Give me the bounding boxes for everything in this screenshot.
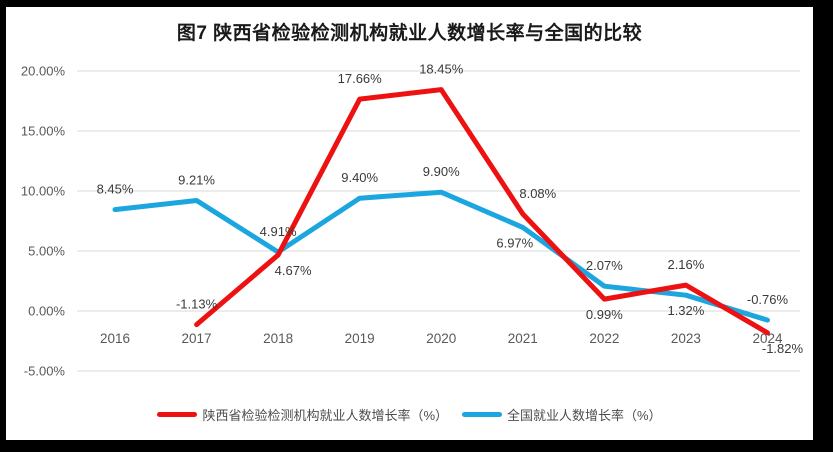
legend-label: 全国就业人数增长率（%） <box>507 408 662 423</box>
chart-legend: 陕西省检验检测机构就业人数增长率（%） 全国就业人数增长率（%） <box>6 405 813 424</box>
data-label: 17.66% <box>338 71 383 86</box>
x-axis-label: 2018 <box>263 331 293 346</box>
data-label: -1.82% <box>762 341 804 356</box>
x-axis-label: 2020 <box>426 331 456 346</box>
series-line-0 <box>194 87 770 336</box>
legend-line-marker <box>157 412 198 417</box>
x-axis-label: 2022 <box>589 331 619 346</box>
data-label: 2.07% <box>586 258 623 273</box>
data-label: 2.16% <box>667 257 704 272</box>
data-label: 9.40% <box>341 170 378 185</box>
y-axis-label: 5.00% <box>28 244 65 259</box>
legend-label: 陕西省检验检测机构就业人数增长率（%） <box>202 408 448 423</box>
x-axis-label: 2016 <box>100 331 130 346</box>
data-label: -1.13% <box>176 297 218 312</box>
y-axis-label: 20.00% <box>21 64 66 79</box>
legend-item-0: 陕西省检验检测机构就业人数增长率（%） <box>157 405 448 424</box>
chart-title: 图7 陕西省检验检测机构就业人数增长率与全国的比较 <box>176 23 643 44</box>
x-axis-label: 2024 <box>752 331 783 346</box>
data-label: 9.90% <box>423 164 460 179</box>
legend-item-1: 全国就业人数增长率（%） <box>462 405 662 424</box>
data-label: 9.21% <box>178 172 215 187</box>
data-label: 4.91% <box>260 224 297 239</box>
legend-line-marker <box>462 412 502 417</box>
data-label: 6.97% <box>496 235 533 250</box>
x-axis-label: 2017 <box>182 331 212 346</box>
chart-svg: 20.00% 15.00% 10.00% 5.00% 0.00% -5.00% 2016 20… <box>21 62 804 379</box>
data-label: 8.45% <box>97 182 134 197</box>
data-label: 0.99% <box>586 307 623 322</box>
x-axis-label: 2023 <box>671 331 701 346</box>
data-label: 1.32% <box>667 303 704 318</box>
y-axis-label: 15.00% <box>21 124 66 139</box>
data-label: 4.67% <box>275 263 312 278</box>
x-axis-label: 2019 <box>345 331 375 346</box>
data-label: -0.76% <box>747 292 789 307</box>
chart-panel: 图7 陕西省检验检测机构就业人数增长率与全国的比较 20.00% 15.00% 10… <box>6 7 813 440</box>
data-label: 8.08% <box>519 186 556 201</box>
y-axis-label: -5.00% <box>24 364 66 379</box>
x-axis-label: 2021 <box>508 331 538 346</box>
data-label: 18.45% <box>419 62 464 77</box>
y-axis-label: 10.00% <box>21 184 66 199</box>
y-axis-label: 0.00% <box>28 304 65 319</box>
